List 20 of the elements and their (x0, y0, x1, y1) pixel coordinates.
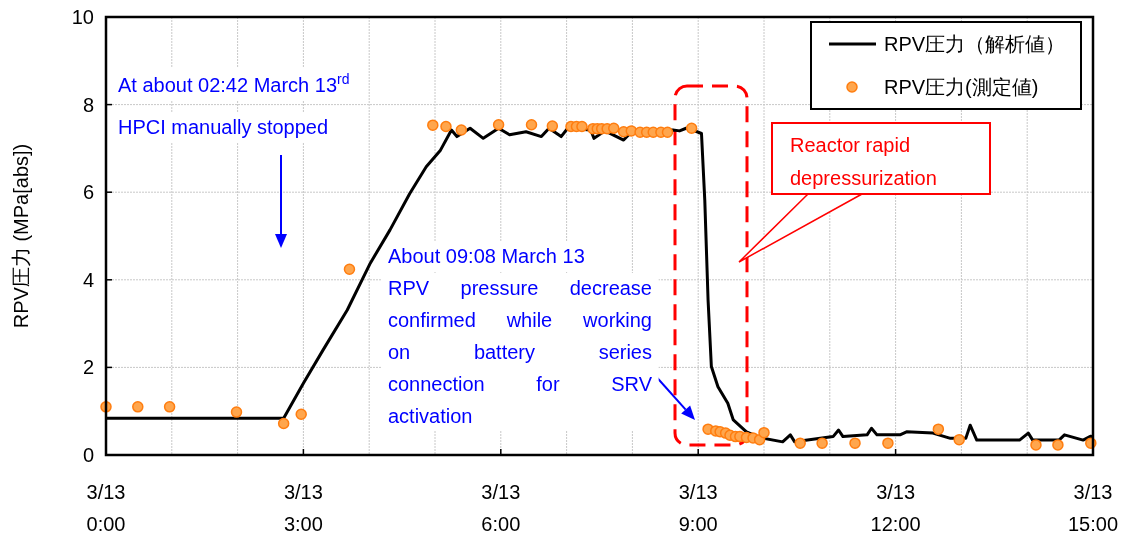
annotation: About 09:08 March 13 (388, 245, 585, 267)
y-tick-label: 6 (82, 181, 94, 204)
y-tick-label: 10 (71, 6, 94, 28)
annotation: HPCI manually stopped (118, 116, 329, 138)
x-tick-label: 3/13 6:00 (481, 481, 521, 535)
y-tick-label: 4 (82, 268, 94, 291)
annotation: RPV pressure decrease confirmed while working on battery series connection for SRV activation (382, 273, 659, 431)
legend-label: RPV圧力(測定値) (884, 76, 1039, 98)
x-tick-label: 3/13 9:00 (678, 481, 718, 535)
y-tick-label: 0 (82, 444, 94, 466)
x-tick-label: 3/13 15:00 (1067, 481, 1119, 535)
x-tick-label: 3/13 0:00 (86, 481, 126, 535)
legend-label: RPV圧力（解析値） (884, 33, 1066, 55)
annotation: At about 02:42 March 13$^{rd}$ (118, 71, 350, 96)
x-tick-label: 3/13 12:00 (870, 481, 921, 535)
y-tick-label: 8 (82, 93, 94, 116)
annotation: Reactor rapid depressurization (790, 134, 937, 189)
y-tick-label: 2 (82, 356, 94, 379)
x-tick-label: 3/13 3:00 (283, 481, 323, 535)
y-axis-title: RPV圧力 (MPa[abs]) (10, 143, 32, 329)
